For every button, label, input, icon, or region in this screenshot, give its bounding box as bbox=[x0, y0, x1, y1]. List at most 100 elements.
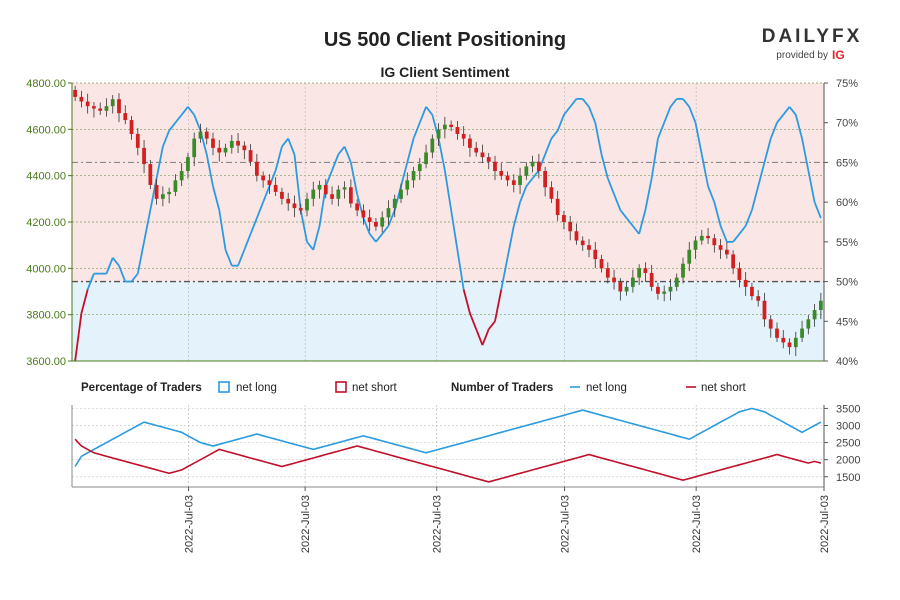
traders-net-long-line bbox=[74, 407, 822, 467]
sentiment-segment bbox=[719, 225, 728, 243]
sentiment-segment bbox=[205, 154, 214, 187]
sentiment-segment bbox=[274, 146, 283, 171]
sentiment-segment bbox=[769, 122, 778, 139]
candle-body bbox=[129, 120, 134, 134]
candle-body bbox=[110, 99, 115, 107]
candle-body bbox=[511, 180, 516, 185]
candle-body bbox=[273, 184, 278, 192]
sentiment-segment bbox=[531, 169, 540, 179]
sentiment-segment bbox=[644, 178, 653, 211]
sentiment-segment bbox=[425, 106, 434, 116]
sentiment-segment bbox=[362, 217, 371, 235]
background-net-short-zone bbox=[72, 83, 824, 282]
candle-body bbox=[436, 129, 441, 139]
sentiment-segment bbox=[594, 122, 603, 155]
candle-body bbox=[455, 127, 460, 134]
sentiment-segment bbox=[588, 106, 597, 124]
legend-pct-long-swatch bbox=[218, 381, 230, 393]
sentiment-segment bbox=[243, 233, 252, 251]
sentiment-segment bbox=[262, 185, 271, 203]
candle-body bbox=[330, 194, 334, 199]
main-panel-axes: 4800.00 4600.00 4400.00 4200.00 4000.00 3800.… bbox=[26, 78, 858, 368]
candle-body bbox=[123, 113, 128, 121]
candle-body bbox=[342, 187, 347, 190]
sentiment-segment bbox=[299, 209, 308, 243]
x-tick-label: 2022-Jul-03 bbox=[184, 495, 196, 553]
candle-body bbox=[756, 296, 761, 301]
candle-body bbox=[480, 152, 485, 158]
candle-body bbox=[267, 180, 272, 185]
sentiment-segment bbox=[556, 114, 565, 131]
candle-body bbox=[148, 164, 153, 185]
sentiment-segment bbox=[582, 98, 590, 108]
candle-body bbox=[706, 235, 710, 239]
candle-body bbox=[242, 145, 247, 151]
sentiment-segment bbox=[437, 138, 446, 171]
sentiment-segment bbox=[694, 122, 703, 155]
y-tick-label-left: 4200.00 bbox=[26, 217, 66, 229]
candle-body bbox=[524, 166, 529, 176]
candle-body bbox=[104, 106, 109, 111]
brand-provided-by: provided by bbox=[776, 50, 828, 61]
traders-series bbox=[74, 407, 822, 483]
sentiment-segment bbox=[512, 201, 521, 227]
candle-body bbox=[800, 328, 804, 338]
candle-body bbox=[549, 187, 554, 199]
candle-body bbox=[154, 184, 159, 199]
candle-body bbox=[361, 210, 366, 218]
candle-body bbox=[712, 238, 717, 246]
candle-body bbox=[380, 217, 385, 227]
sentiment-segment bbox=[669, 98, 678, 108]
sentiment-segment bbox=[418, 106, 427, 124]
x-tick-label: 2022-Jul-03 bbox=[300, 495, 312, 553]
sentiment-segment bbox=[105, 257, 114, 274]
sentiment-segment bbox=[149, 178, 158, 211]
sentiment-segment bbox=[606, 177, 615, 195]
y-tick-label-right: 40% bbox=[836, 356, 858, 368]
candle-body bbox=[386, 208, 391, 218]
sentiment-segment bbox=[224, 249, 233, 267]
sentiment-segment bbox=[218, 209, 227, 250]
main-panel-background bbox=[72, 83, 824, 361]
candle-body bbox=[505, 175, 510, 181]
candle-body bbox=[186, 157, 190, 172]
sentiment-segment bbox=[450, 209, 459, 250]
candle-body bbox=[417, 164, 422, 172]
bottom-y-tick-label: 3000 bbox=[836, 421, 860, 433]
sentiment-segment bbox=[312, 225, 321, 251]
candlestick-series bbox=[73, 85, 823, 357]
candle-body bbox=[593, 249, 598, 260]
candle-body bbox=[530, 161, 535, 167]
sentiment-segment bbox=[86, 273, 95, 290]
sentiment-segment bbox=[757, 162, 766, 187]
candle-body bbox=[668, 286, 673, 292]
sentiment-segment bbox=[506, 225, 515, 258]
candle-body bbox=[79, 96, 84, 102]
candle-body bbox=[117, 99, 121, 114]
candle-body bbox=[474, 147, 479, 153]
sentiment-segment bbox=[788, 106, 797, 116]
sentiment-segment bbox=[782, 106, 791, 116]
candle-body bbox=[280, 191, 284, 199]
sentiment-segment bbox=[569, 98, 578, 108]
sentiment-segment bbox=[600, 154, 609, 179]
candle-body bbox=[367, 217, 372, 222]
candle-body bbox=[743, 279, 748, 287]
candle-body bbox=[311, 189, 316, 199]
sentiment-segment bbox=[400, 162, 409, 187]
candle-body bbox=[248, 150, 253, 162]
y-tick-label-right: 45% bbox=[836, 316, 858, 328]
legend-num-long: net long bbox=[586, 382, 627, 394]
candle-body bbox=[768, 319, 773, 329]
candle-body bbox=[442, 124, 447, 130]
candle-body bbox=[424, 152, 428, 165]
sentiment-segment bbox=[381, 225, 390, 235]
candle-body bbox=[536, 161, 541, 172]
candle-body bbox=[405, 180, 410, 190]
candle-body bbox=[229, 140, 234, 148]
candle-body bbox=[211, 138, 215, 148]
candle-body bbox=[411, 171, 416, 181]
y-tick-label-left: 3600.00 bbox=[26, 356, 66, 368]
sentiment-segment bbox=[343, 146, 352, 163]
